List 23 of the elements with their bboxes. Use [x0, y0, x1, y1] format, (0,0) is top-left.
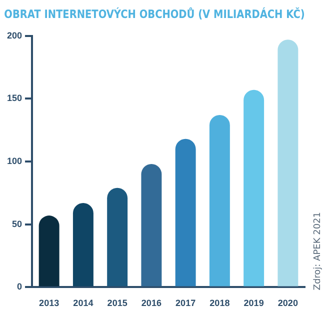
- bar: [278, 40, 298, 286]
- bar: [141, 164, 162, 286]
- x-tick-label: 2013: [39, 298, 60, 308]
- y-tick-label: 100: [6, 156, 22, 166]
- chart-title: OBRAT INTERNETOVÝCH OBCHODŮ (V MILIARDÁCH KČ): [4, 7, 305, 22]
- y-tick-label: 50: [12, 218, 22, 229]
- y-tick-label: 0: [17, 282, 22, 292]
- bar: [175, 138, 196, 286]
- y-tick-label: 150: [6, 93, 22, 104]
- bar: [209, 114, 230, 286]
- x-tick-label: 2014: [73, 298, 94, 308]
- x-tick-label: 2018: [210, 298, 230, 308]
- x-tick-label: 2019: [244, 298, 264, 308]
- x-tick-label: 2020: [278, 298, 298, 308]
- text: Zdroj: APEK 2021: [313, 212, 323, 290]
- bar: [38, 216, 60, 286]
- y-tick-label: 200: [6, 30, 22, 40]
- x-tick-label: 2017: [176, 298, 196, 308]
- bar: [107, 188, 128, 286]
- bar: [72, 202, 94, 286]
- x-tick-label: 2016: [141, 298, 162, 308]
- x-tick-label: 2015: [107, 298, 128, 308]
- bar: [244, 90, 264, 286]
